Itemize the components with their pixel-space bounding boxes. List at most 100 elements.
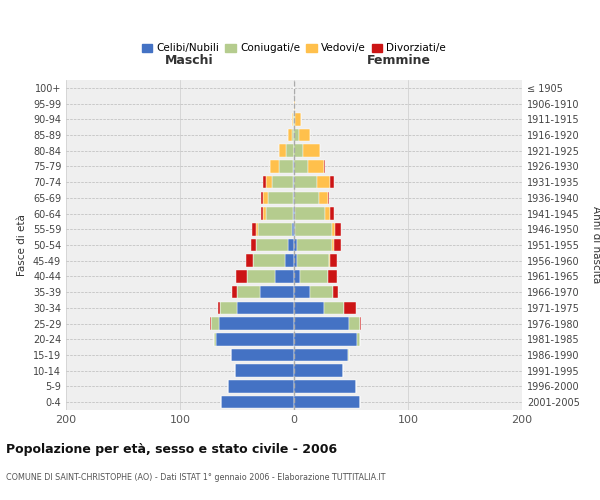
Bar	[279, 144, 286, 157]
Bar	[232, 348, 294, 362]
Bar	[228, 380, 294, 392]
Bar	[294, 333, 356, 345]
Bar	[292, 128, 294, 141]
Bar	[308, 160, 323, 172]
Bar	[265, 176, 272, 188]
Bar	[294, 270, 300, 282]
Bar	[300, 270, 328, 282]
Bar	[293, 113, 294, 126]
Bar	[344, 302, 356, 314]
Bar	[294, 286, 310, 298]
Text: Popolazione per età, sesso e stato civile - 2006: Popolazione per età, sesso e stato civil…	[6, 442, 337, 456]
Bar	[325, 208, 331, 220]
Bar	[211, 318, 219, 330]
Bar	[286, 144, 294, 157]
Bar	[329, 254, 331, 267]
Bar	[303, 144, 320, 157]
Bar	[292, 223, 294, 235]
Bar	[295, 113, 301, 126]
Bar	[299, 128, 310, 141]
Bar	[294, 176, 317, 188]
Bar	[332, 223, 335, 235]
Bar	[272, 176, 293, 188]
Bar	[261, 192, 263, 204]
Bar	[347, 348, 349, 362]
Bar	[263, 208, 265, 220]
Bar	[275, 270, 294, 282]
Bar	[279, 160, 293, 172]
Bar	[232, 286, 237, 298]
Text: Femmine: Femmine	[367, 54, 431, 67]
Bar	[294, 380, 356, 392]
Bar	[294, 364, 343, 377]
Bar	[220, 302, 237, 314]
Bar	[331, 254, 337, 267]
Bar	[323, 160, 325, 172]
Bar	[331, 208, 334, 220]
Bar	[294, 238, 298, 252]
Bar	[260, 286, 294, 298]
Bar	[334, 238, 341, 252]
Bar	[263, 176, 265, 188]
Bar	[294, 128, 299, 141]
Bar	[323, 302, 344, 314]
Legend: Celibi/Nubili, Coniugati/e, Vedovi/e, Divorziati/e: Celibi/Nubili, Coniugati/e, Vedovi/e, Di…	[137, 39, 451, 58]
Bar	[263, 192, 268, 204]
Bar	[256, 223, 257, 235]
Bar	[310, 286, 333, 298]
Bar	[219, 318, 294, 330]
Bar	[236, 270, 247, 282]
Bar	[294, 144, 303, 157]
Y-axis label: Anni di nascita: Anni di nascita	[590, 206, 600, 284]
Bar	[214, 333, 217, 345]
Bar	[294, 318, 349, 330]
Text: Maschi: Maschi	[165, 54, 214, 67]
Bar	[289, 238, 294, 252]
Bar	[333, 286, 338, 298]
Bar	[335, 223, 341, 235]
Bar	[218, 302, 220, 314]
Bar	[293, 208, 294, 220]
Bar	[332, 238, 334, 252]
Text: COMUNE DI SAINT-CHRISTOPHE (AO) - Dati ISTAT 1° gennaio 2006 - Elaborazione TUTT: COMUNE DI SAINT-CHRISTOPHE (AO) - Dati I…	[6, 472, 386, 482]
Bar	[265, 208, 293, 220]
Bar	[253, 254, 285, 267]
Bar	[251, 238, 256, 252]
Bar	[349, 318, 360, 330]
Bar	[295, 223, 332, 235]
Bar	[294, 396, 360, 408]
Bar	[356, 333, 360, 345]
Bar	[246, 254, 253, 267]
Bar	[289, 128, 292, 141]
Y-axis label: Fasce di età: Fasce di età	[17, 214, 27, 276]
Bar	[328, 192, 329, 204]
Bar	[293, 192, 294, 204]
Bar	[221, 396, 294, 408]
Bar	[292, 113, 293, 126]
Bar	[252, 223, 256, 235]
Bar	[319, 192, 328, 204]
Bar	[360, 318, 361, 330]
Bar	[237, 286, 260, 298]
Bar	[270, 160, 279, 172]
Bar	[293, 160, 294, 172]
Bar	[293, 176, 294, 188]
Bar	[298, 254, 329, 267]
Bar	[256, 238, 289, 252]
Bar	[294, 208, 295, 220]
Bar	[209, 318, 211, 330]
Bar	[294, 192, 319, 204]
Bar	[317, 176, 331, 188]
Bar	[331, 176, 334, 188]
Bar	[294, 223, 295, 235]
Bar	[285, 254, 294, 267]
Bar	[237, 302, 294, 314]
Bar	[295, 208, 325, 220]
Bar	[298, 238, 332, 252]
Bar	[328, 270, 337, 282]
Bar	[294, 98, 295, 110]
Bar	[294, 160, 308, 172]
Bar	[235, 364, 294, 377]
Bar	[294, 113, 295, 126]
Bar	[294, 254, 298, 267]
